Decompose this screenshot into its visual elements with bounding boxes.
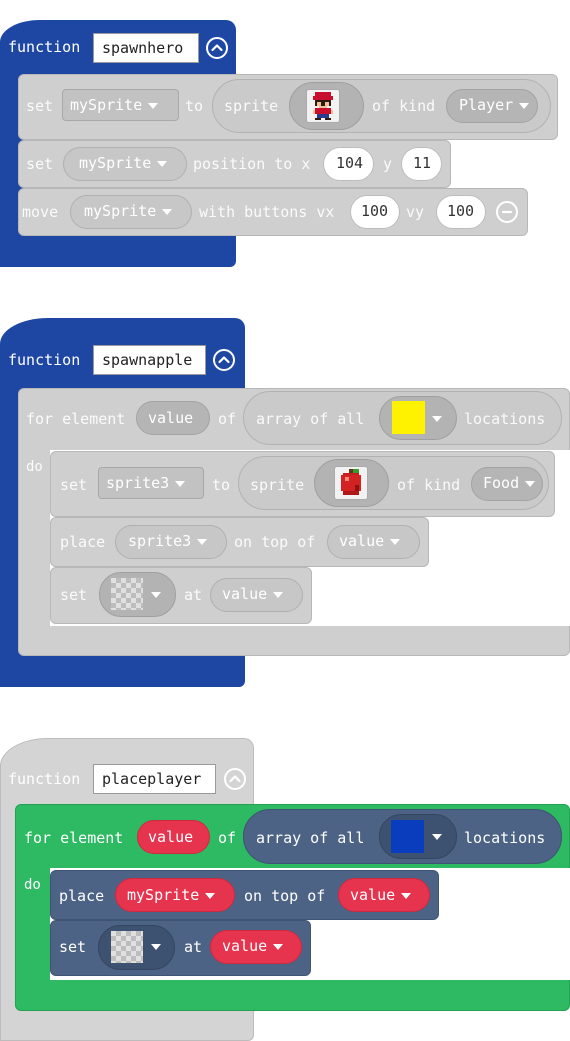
- place-keyword: place: [60, 533, 106, 551]
- variable-dropdown-label: sprite3: [106, 474, 186, 492]
- set-keyword: set: [60, 476, 88, 494]
- caret-icon: [197, 538, 208, 545]
- of-kind-label: of kind: [397, 476, 461, 494]
- variable-dropdown-label: mySprite: [79, 154, 168, 172]
- do-label: do: [24, 877, 41, 893]
- caret-icon: [273, 591, 284, 598]
- value-dropdown-label: value: [350, 886, 412, 904]
- with-buttons-label: with buttons vx: [199, 203, 335, 221]
- move-keyword: move: [22, 203, 59, 221]
- array-of-all-label: array of all: [256, 410, 365, 428]
- locations-label: locations: [464, 829, 546, 847]
- collapse-icon[interactable]: [224, 768, 246, 790]
- caret-icon: [401, 892, 412, 899]
- value-dropdown[interactable]: [210, 578, 303, 612]
- function-name-field[interactable]: spawnapple: [93, 345, 206, 375]
- vy-label: vy: [406, 203, 425, 221]
- loop-variable[interactable]: [137, 820, 210, 854]
- of-label: of: [218, 829, 237, 847]
- blue-tile-swatch: [391, 820, 424, 853]
- caret-icon: [157, 160, 168, 167]
- set-keyword: set: [59, 938, 87, 956]
- position-label: position to x: [193, 155, 311, 173]
- hero-sprite-image: [306, 89, 340, 123]
- on-top-of-label: on top of: [234, 533, 316, 551]
- variable-dropdown[interactable]: [115, 525, 227, 559]
- function-name-field[interactable]: placeplayer: [93, 764, 216, 794]
- function-name-field[interactable]: spawnhero: [93, 33, 199, 63]
- caret-icon: [175, 480, 186, 487]
- place-keyword: place: [59, 887, 105, 905]
- x-value: 104: [336, 154, 364, 172]
- vx-input[interactable]: [350, 195, 400, 229]
- sprite-label: sprite: [224, 97, 279, 115]
- caret-icon: [519, 102, 530, 109]
- loop-variable-label: value: [148, 828, 194, 846]
- caret-icon: [432, 416, 442, 422]
- caret-icon: [432, 834, 442, 840]
- variable-dropdown-label: sprite3: [128, 532, 208, 550]
- caret-icon: [151, 944, 161, 950]
- variable-dropdown-label: mySprite: [84, 202, 173, 220]
- sprite-label: sprite: [250, 476, 305, 494]
- set-keyword: set: [26, 97, 54, 115]
- set-keyword: set: [60, 586, 88, 604]
- variable-dropdown[interactable]: [98, 467, 204, 499]
- for-element-label: for element: [24, 829, 124, 847]
- value-dropdown-label: value: [339, 532, 401, 550]
- value-dropdown[interactable]: [338, 878, 430, 912]
- locations-label: locations: [464, 410, 546, 428]
- caret-icon: [390, 538, 401, 545]
- value-dropdown[interactable]: [327, 525, 420, 559]
- caret-icon: [151, 592, 161, 598]
- y-input[interactable]: [401, 147, 442, 181]
- loop-variable[interactable]: [136, 401, 210, 435]
- caret-icon: [148, 102, 159, 109]
- y-label: y: [383, 155, 393, 173]
- do-label: do: [26, 459, 43, 475]
- collapse-icon[interactable]: [213, 349, 235, 371]
- minus-icon[interactable]: [496, 201, 518, 223]
- for-element-label: for element: [26, 410, 126, 428]
- at-label: at: [184, 586, 203, 604]
- at-label: at: [184, 938, 203, 956]
- caret-icon: [273, 943, 284, 950]
- function-keyword: function: [8, 770, 81, 788]
- apple-sprite-image: [334, 466, 368, 500]
- x-input[interactable]: [323, 147, 374, 181]
- function-keyword: function: [8, 351, 81, 369]
- of-label: of: [218, 410, 237, 428]
- to-label: to: [212, 476, 231, 494]
- vy-value: 100: [447, 202, 475, 220]
- of-kind-label: of kind: [372, 97, 436, 115]
- caret-icon: [205, 892, 216, 899]
- value-dropdown-label: value: [222, 937, 284, 955]
- set-keyword: set: [26, 155, 54, 173]
- collapse-icon[interactable]: [206, 37, 228, 59]
- yellow-tile-swatch: [392, 401, 425, 434]
- to-label: to: [185, 97, 204, 115]
- y-value: 11: [413, 154, 432, 172]
- variable-dropdown-label: mySprite: [127, 886, 216, 904]
- caret-icon: [162, 208, 173, 215]
- kind-dropdown-label: Player: [459, 96, 530, 114]
- transparent-tile-swatch: [111, 931, 143, 963]
- on-top-of-label: on top of: [244, 887, 326, 905]
- variable-dropdown[interactable]: [62, 89, 179, 121]
- function-keyword: function: [8, 38, 81, 56]
- vx-value: 100: [361, 202, 389, 220]
- vy-input[interactable]: [436, 195, 486, 229]
- kind-dropdown-label: Food: [483, 474, 536, 492]
- value-dropdown[interactable]: [210, 930, 302, 964]
- value-dropdown-label: value: [222, 585, 284, 603]
- caret-icon: [525, 480, 536, 487]
- array-of-all-label: array of all: [256, 829, 365, 847]
- transparent-tile-swatch: [111, 578, 143, 610]
- loop-variable-label: value: [148, 409, 194, 427]
- variable-dropdown-label: mySprite: [70, 96, 159, 114]
